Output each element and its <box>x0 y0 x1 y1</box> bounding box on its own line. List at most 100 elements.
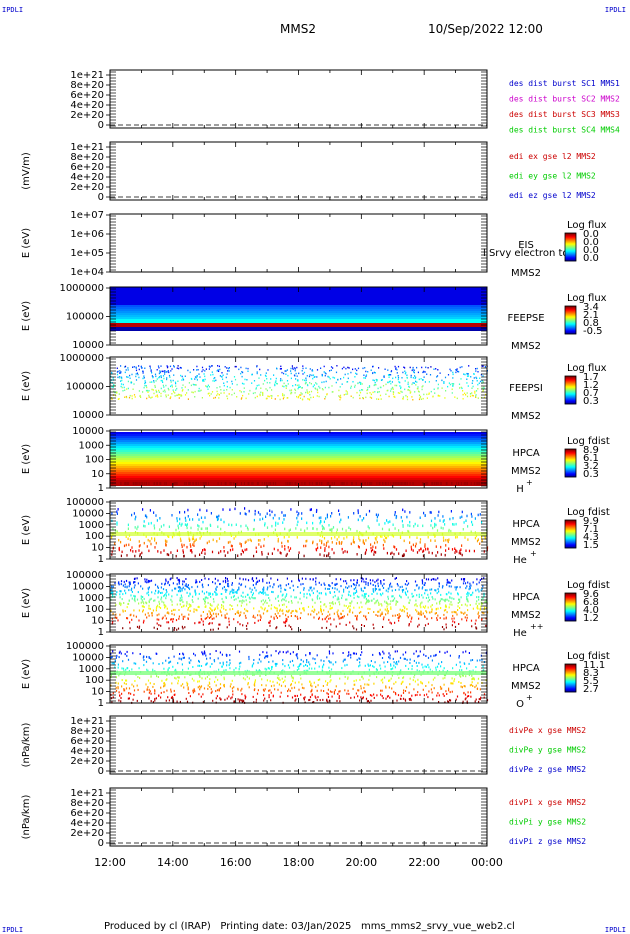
hpca-hepp-point <box>402 609 404 611</box>
hpca-hepp-point <box>435 608 437 611</box>
hpca-hepp-point <box>406 614 408 617</box>
hpca-he-point <box>244 548 246 552</box>
hpca-hepp-point <box>173 628 175 631</box>
colorbar-step <box>565 376 576 378</box>
hpca-hepp-point <box>406 583 408 586</box>
hpca-hepp-point <box>437 577 439 580</box>
hpca-hepp-point <box>276 616 278 619</box>
feepsi-point <box>264 374 267 377</box>
hpca-h-speck <box>463 482 465 485</box>
feepsi-point <box>196 369 198 371</box>
colorbar-step <box>565 401 576 403</box>
hpca-he-point <box>328 545 330 549</box>
hpca-he-point <box>261 553 263 556</box>
hpca-hepp-point <box>262 612 265 615</box>
hpca-he-point <box>197 524 199 527</box>
feepsi-point <box>119 377 121 379</box>
y-tick-label: 8e+20 <box>70 80 104 91</box>
feepsi-point <box>155 395 157 398</box>
feepsi-point <box>390 374 392 376</box>
hpca-o-point <box>239 665 241 668</box>
hpca-hepp-point <box>336 611 338 614</box>
feepsi-point <box>110 375 112 378</box>
hpca-o-point <box>284 679 286 682</box>
hpca-o-point <box>277 674 279 677</box>
hpca-hepp-point <box>172 608 175 611</box>
colorbar-step <box>565 400 576 402</box>
hpca-hepp-point <box>192 601 194 603</box>
hpca-o-point <box>464 685 466 688</box>
hpca-hepp-point <box>209 611 211 614</box>
hpca-he-point <box>138 540 140 543</box>
feepsi-point <box>259 393 261 396</box>
hpca-hepp-point <box>389 583 391 586</box>
feepsi-point <box>422 371 424 374</box>
hpca-hepp-point <box>480 603 483 605</box>
hpca-hepp-point <box>425 610 427 612</box>
hpca-hepp-point <box>307 605 310 608</box>
feepsi-point <box>445 390 447 392</box>
hpca-o-point <box>292 664 295 667</box>
feepsi-point <box>198 387 200 390</box>
feepsi-point <box>226 373 228 375</box>
hpca-hepp-point <box>124 610 126 612</box>
y-tick-label: 4e+20 <box>70 100 104 111</box>
feepsi-point <box>156 369 158 371</box>
hpca-he-point <box>118 548 120 552</box>
hpca-hepp-point <box>313 610 315 613</box>
hpca-h-speck <box>397 482 399 485</box>
hpca-hepp-point <box>217 627 219 630</box>
hpca-hepp-point <box>424 584 426 586</box>
hpca-he-point <box>171 535 174 539</box>
feepsi-point <box>158 372 160 375</box>
hpca-he-point <box>326 541 328 545</box>
hpca-he-point <box>171 514 173 517</box>
feepsi-point <box>292 367 294 369</box>
feepsi-point <box>419 396 421 399</box>
feepsi-point <box>280 368 282 370</box>
hpca-hepp-point <box>483 594 485 597</box>
hpca-hepp-point <box>148 594 150 597</box>
hpca-he-point <box>137 525 139 529</box>
hpca-hepp-point <box>247 579 250 582</box>
hpca-hepp-point <box>211 609 213 612</box>
feepsi-point <box>290 389 293 391</box>
feepsi-point <box>114 391 116 394</box>
hpca-hepp-point <box>292 610 294 612</box>
hpca-o-point <box>148 656 150 658</box>
hpca-he-point <box>347 516 349 519</box>
hpca-o-point <box>209 682 211 685</box>
hpca-o-point <box>479 659 481 662</box>
hpca-hepp-point <box>249 601 251 604</box>
hpca-h-speck <box>148 482 150 485</box>
feepsi-point <box>473 377 475 379</box>
feepsi-point <box>117 398 119 400</box>
hpca-o-point <box>414 680 416 683</box>
hpca-hepp-point <box>415 599 417 602</box>
feepsi-point <box>387 369 389 371</box>
hpca-hepp-point <box>411 595 413 598</box>
hpca-hepp-point <box>299 597 301 600</box>
hpca-he-point <box>430 524 432 527</box>
hpca-o-point <box>164 684 166 687</box>
hpca-hepp-point <box>462 578 465 581</box>
hpca-o-point <box>296 655 298 658</box>
hpca-he-point <box>406 515 408 519</box>
feepsi-point <box>464 392 466 395</box>
hpca-o-point <box>355 679 357 682</box>
hpca-hepp-point <box>457 593 459 596</box>
feepsi-point <box>408 386 411 388</box>
hpca-hepp-point <box>161 617 163 620</box>
hpca-hepp-point <box>367 607 369 610</box>
hpca-o-point <box>322 665 324 668</box>
feepsi-point <box>443 382 445 384</box>
feepsi-point <box>162 390 164 393</box>
colorbar-step <box>565 238 576 240</box>
feepsi-point <box>396 369 398 371</box>
feepsi-point <box>374 372 376 374</box>
feepsi-point <box>303 395 305 398</box>
hpca-hepp-point <box>142 605 144 608</box>
hpca-he-point <box>427 536 429 539</box>
hpca-o-point <box>339 677 341 680</box>
hpca-hepp-point <box>201 584 203 587</box>
